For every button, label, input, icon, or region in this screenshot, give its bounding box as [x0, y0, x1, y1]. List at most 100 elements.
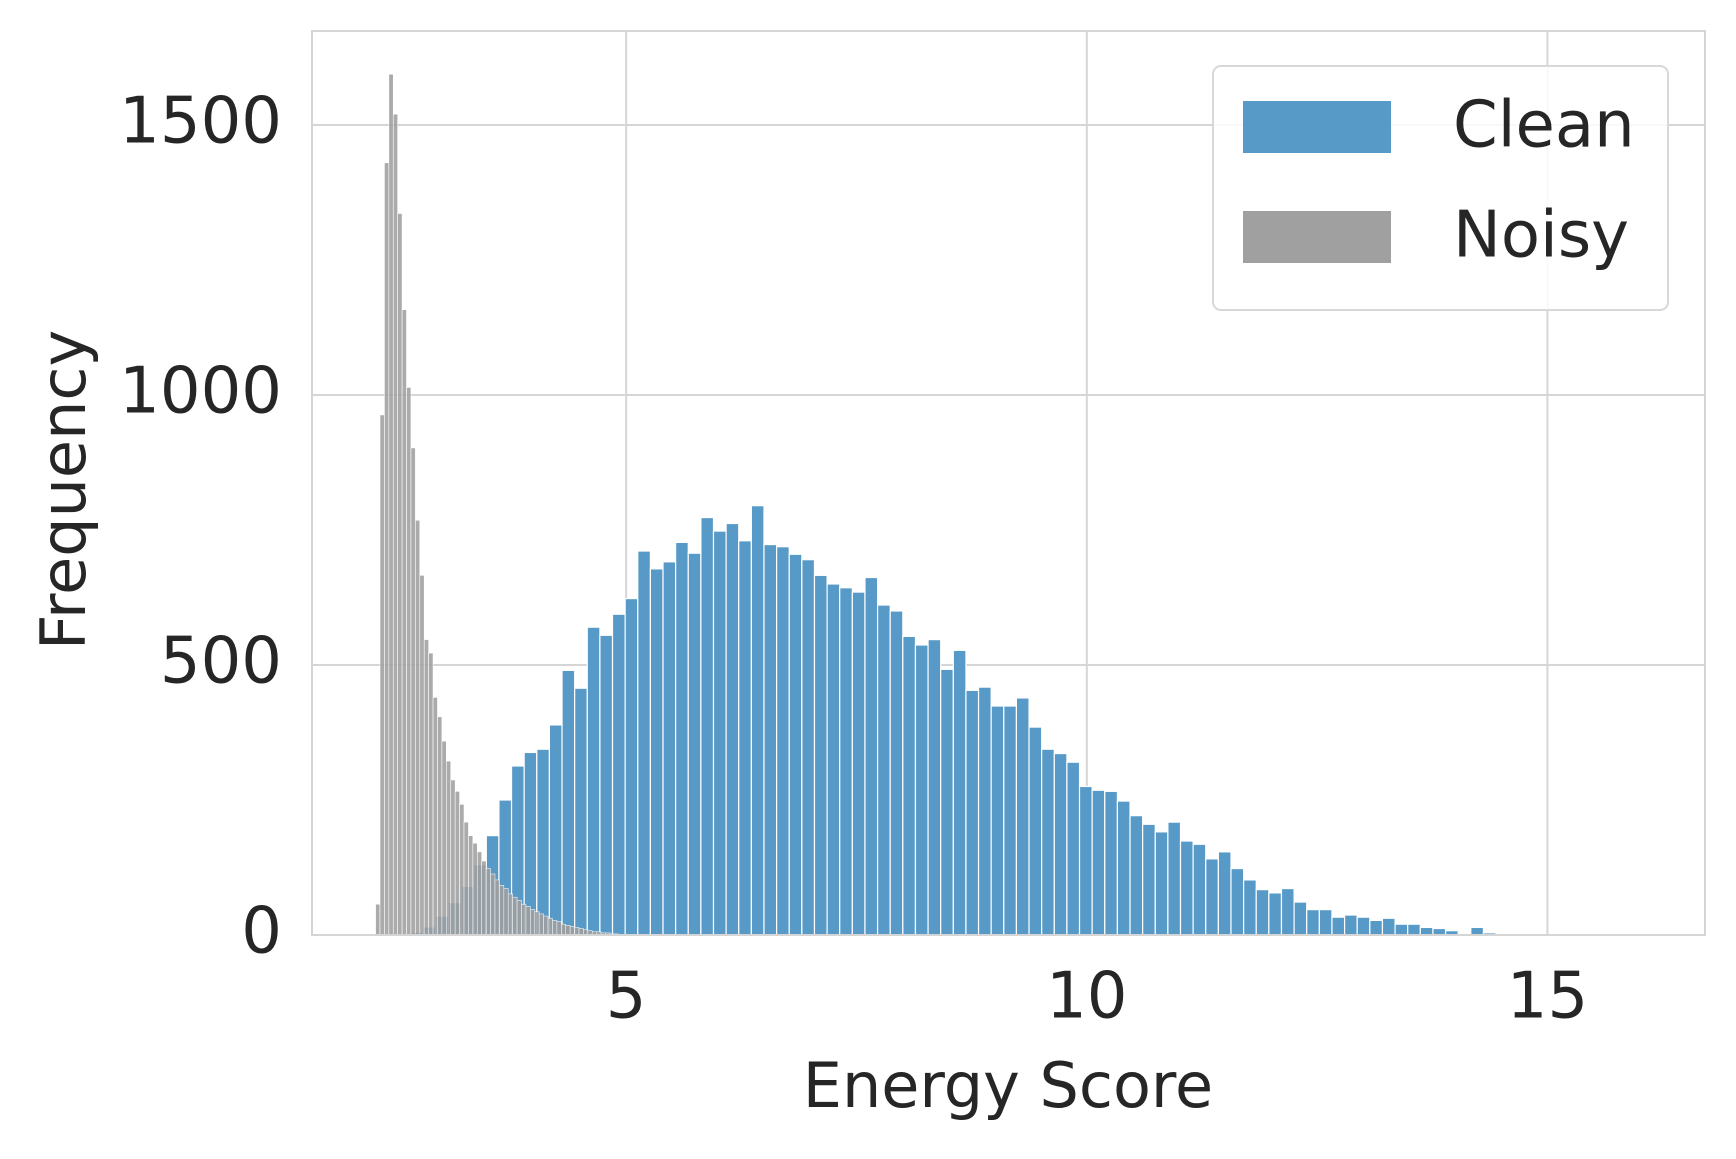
legend-label: Clean [1453, 89, 1635, 163]
bar [384, 162, 390, 936]
bar [1066, 761, 1081, 936]
bar [485, 868, 491, 936]
bar [927, 639, 942, 936]
bar [1015, 697, 1030, 936]
bar [1356, 916, 1371, 936]
bar [490, 873, 496, 936]
bar [1053, 752, 1068, 936]
bar [700, 516, 715, 936]
bar [503, 888, 509, 936]
bar [624, 597, 639, 936]
bar [525, 906, 531, 936]
bar [839, 587, 853, 936]
bar [569, 926, 575, 936]
bar [536, 748, 551, 936]
bar [1192, 843, 1207, 936]
bar [556, 921, 562, 936]
bar [1116, 800, 1131, 936]
bar [1293, 901, 1308, 936]
bar [1243, 879, 1257, 936]
bar [977, 686, 992, 936]
bar [561, 669, 576, 936]
legend-label: Noisy [1453, 199, 1629, 273]
bar [401, 309, 407, 936]
bar [565, 924, 571, 936]
bar [687, 552, 702, 936]
bar [965, 689, 980, 936]
bar [552, 920, 558, 936]
bar [889, 610, 904, 936]
bar [1381, 917, 1396, 936]
x-tick-label: 5 [606, 960, 647, 1034]
bar [738, 540, 752, 936]
bar [494, 879, 500, 936]
bar [406, 387, 412, 936]
bar [675, 541, 689, 936]
bar [419, 575, 425, 936]
bar [940, 668, 954, 936]
bar [450, 779, 456, 936]
plot-frame [311, 30, 1706, 936]
bar [1041, 748, 1055, 936]
bar [788, 553, 803, 936]
bar [1470, 926, 1485, 936]
bar [1318, 909, 1333, 936]
bar [1154, 831, 1169, 936]
bar [776, 546, 790, 936]
bar [599, 634, 614, 936]
bar [611, 613, 626, 936]
bar [914, 644, 929, 936]
bar [1003, 705, 1018, 936]
legend-swatch [1243, 211, 1391, 263]
bar [1205, 858, 1219, 936]
bar [1142, 823, 1156, 936]
bar [548, 724, 563, 936]
bar [468, 835, 474, 936]
bar [712, 530, 727, 936]
bar [574, 687, 588, 936]
bar [1230, 867, 1245, 936]
bar [662, 561, 677, 936]
bar [388, 73, 394, 936]
bar [530, 909, 536, 936]
bar [990, 705, 1005, 936]
bar [1104, 790, 1118, 936]
bar [437, 716, 443, 936]
bar [864, 576, 879, 936]
bar [410, 447, 416, 936]
series-1 [375, 73, 620, 936]
bar [499, 885, 505, 936]
bar [1078, 785, 1093, 936]
bar [1167, 821, 1182, 936]
bar [476, 851, 483, 936]
bar [446, 760, 452, 936]
bar [1331, 916, 1346, 936]
bar [1179, 840, 1194, 936]
bar [543, 915, 549, 936]
y-tick-label: 1000 [119, 355, 282, 429]
y-tick-label: 0 [241, 895, 282, 969]
bar [463, 821, 469, 936]
bar [441, 740, 447, 936]
bar [1369, 919, 1384, 936]
bar [521, 903, 527, 936]
bar [1280, 887, 1295, 936]
bar [481, 860, 487, 936]
bar [902, 635, 917, 936]
bar [428, 652, 434, 936]
bar [1407, 923, 1421, 936]
bar [750, 505, 765, 936]
bar [801, 559, 816, 936]
bar [547, 917, 553, 936]
series-0 [409, 505, 1522, 936]
bar [375, 903, 381, 936]
bar [1343, 914, 1358, 936]
bar [1028, 726, 1043, 936]
bar [472, 842, 478, 936]
bar [851, 591, 866, 936]
bar [415, 519, 421, 936]
bar [379, 414, 385, 936]
bar [763, 543, 778, 936]
bar [512, 896, 518, 936]
